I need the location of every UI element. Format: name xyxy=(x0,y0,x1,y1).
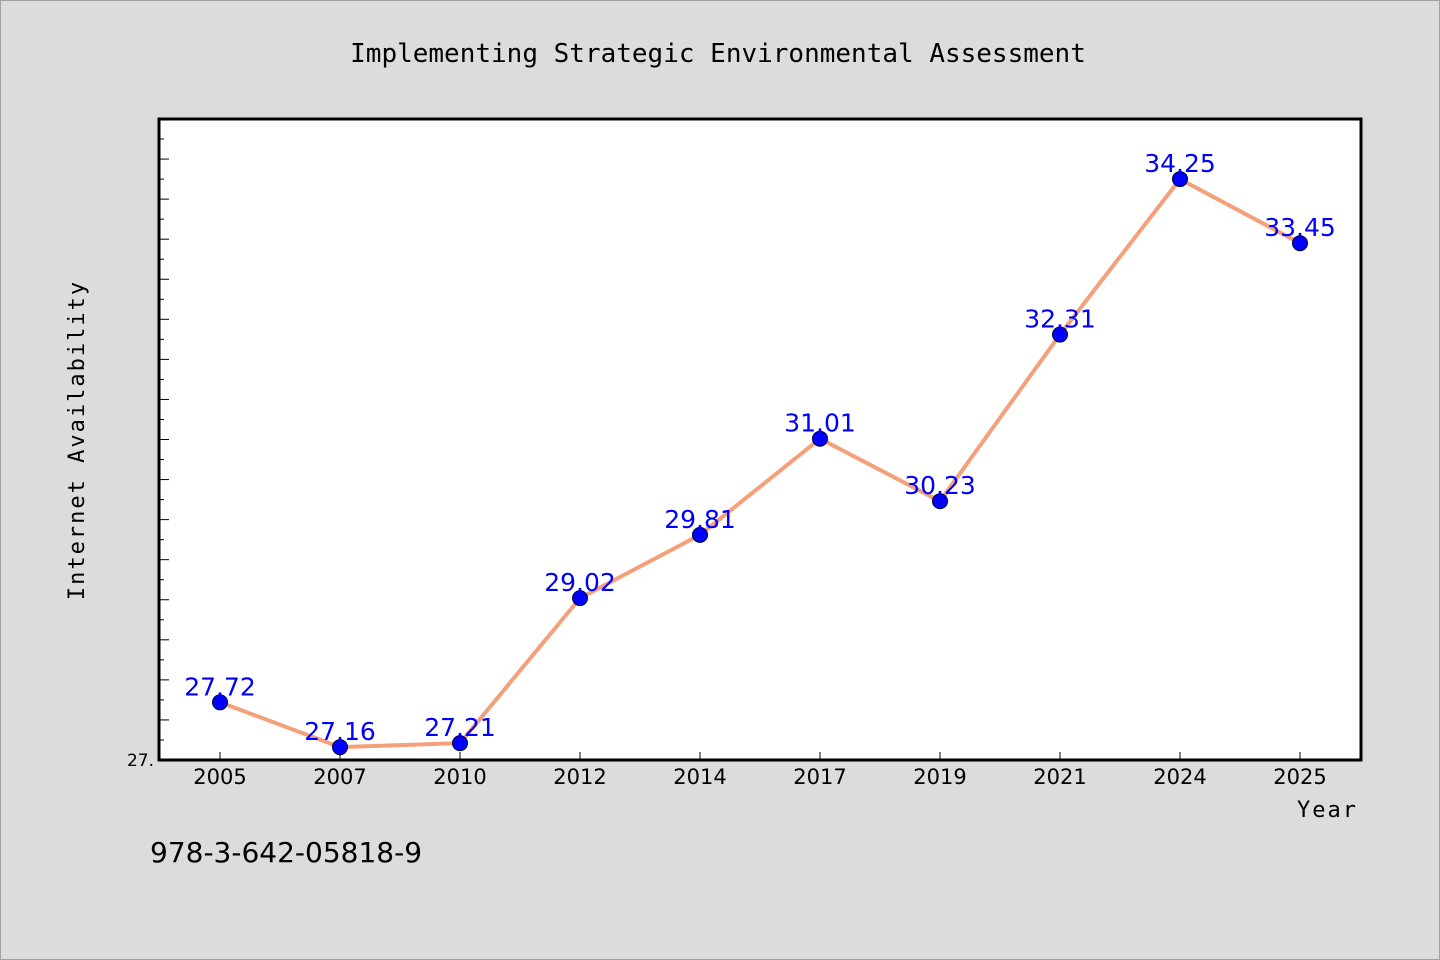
chart-title: Implementing Strategic Environmental Ass… xyxy=(350,39,1086,69)
x-tick-label: 2024 xyxy=(1153,765,1206,789)
data-label: 29.02 xyxy=(544,568,616,597)
plot-border xyxy=(157,117,1363,762)
x-tick-label: 2005 xyxy=(193,765,246,789)
data-label: 33.45 xyxy=(1264,213,1336,242)
x-tick-label: 2012 xyxy=(553,765,606,789)
y-axis-label: Internet Availability xyxy=(65,280,90,600)
data-label: 27.16 xyxy=(304,717,376,746)
isbn-text: 978-3-642-05818-9 xyxy=(150,836,422,869)
plot-area xyxy=(159,119,1361,760)
x-tick-label: 2014 xyxy=(673,765,726,789)
data-label: 34.25 xyxy=(1144,149,1216,178)
x-tick-label: 2019 xyxy=(913,765,966,789)
data-point xyxy=(1172,171,1188,188)
data-label: 27.72 xyxy=(184,672,256,701)
data-point xyxy=(452,735,468,752)
data-point xyxy=(1052,326,1068,343)
data-point xyxy=(932,493,948,510)
data-point xyxy=(692,526,708,543)
series-line xyxy=(218,177,1302,750)
data-point xyxy=(572,590,588,607)
x-axis-ticks: 2005 2007 2010 2012 2014 2017 2019 2021 2024 2025 xyxy=(193,752,1327,789)
data-label: 32.31 xyxy=(1024,305,1096,334)
data-label: 31.01 xyxy=(784,409,856,438)
y-tick-label: 27. xyxy=(127,751,154,771)
x-tick-label: 2007 xyxy=(313,765,366,789)
x-tick-label: 2017 xyxy=(793,765,846,789)
data-point xyxy=(332,739,348,756)
data-point xyxy=(812,430,828,447)
x-tick-label: 2021 xyxy=(1033,765,1086,789)
data-label: 27.21 xyxy=(424,713,496,742)
data-label: 30.23 xyxy=(904,471,976,500)
data-point xyxy=(1292,235,1308,252)
x-tick-label: 2010 xyxy=(433,765,486,789)
x-tick-label: 2025 xyxy=(1273,765,1326,789)
x-axis-label: Year xyxy=(1297,798,1358,823)
series-layer: 27.72 27.16 27.21 29.02 29.81 31.01 30.23 32.31… xyxy=(184,149,1336,756)
data-point xyxy=(212,694,228,711)
data-label: 29.81 xyxy=(664,505,736,534)
